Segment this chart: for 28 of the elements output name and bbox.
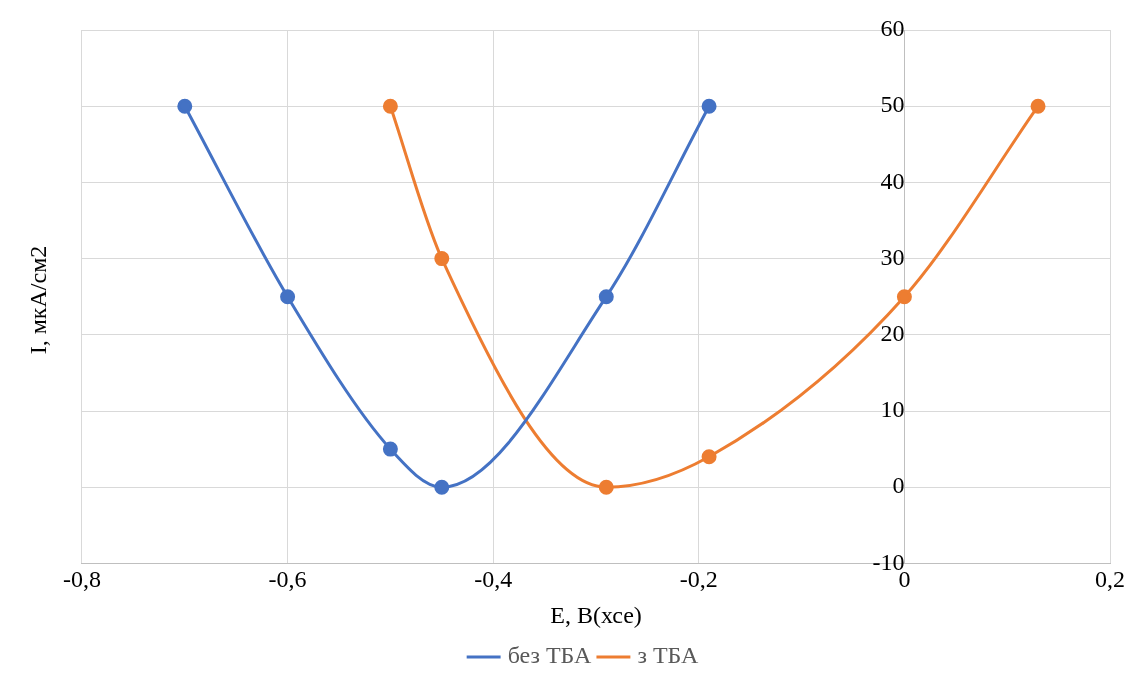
y-tick-label: 30: [880, 243, 905, 270]
y-tick-label: 60: [880, 15, 905, 42]
point: [382, 98, 398, 114]
y-tick-label: 40: [880, 167, 905, 194]
y-tick-label: 50: [880, 91, 905, 118]
y-tick-label: 20: [880, 320, 905, 347]
legend-label: без ТБА: [507, 642, 593, 669]
point: [434, 479, 450, 495]
point: [177, 98, 193, 114]
point: [280, 289, 296, 305]
x-tick-label: -0,6: [268, 566, 307, 593]
x-tick-label: -0,4: [474, 566, 513, 593]
x-tick-label: -0,2: [679, 566, 718, 593]
point: [598, 479, 614, 495]
point: [701, 449, 717, 465]
legend-label: з ТБА: [637, 642, 700, 669]
point: [382, 441, 398, 457]
point: [1030, 98, 1046, 114]
y-tick-label: 0: [892, 472, 905, 499]
x-tick-label: -0,8: [63, 566, 101, 593]
x-axis-title: E, В(хсе): [550, 601, 642, 628]
point: [598, 289, 614, 305]
point: [434, 251, 450, 267]
x-tick-label: 0,2: [1095, 566, 1125, 593]
y-tick-label: 10: [880, 396, 905, 423]
point: [896, 289, 912, 305]
point: [701, 98, 717, 114]
y-axis-title: I, мкА/см2: [24, 245, 52, 355]
